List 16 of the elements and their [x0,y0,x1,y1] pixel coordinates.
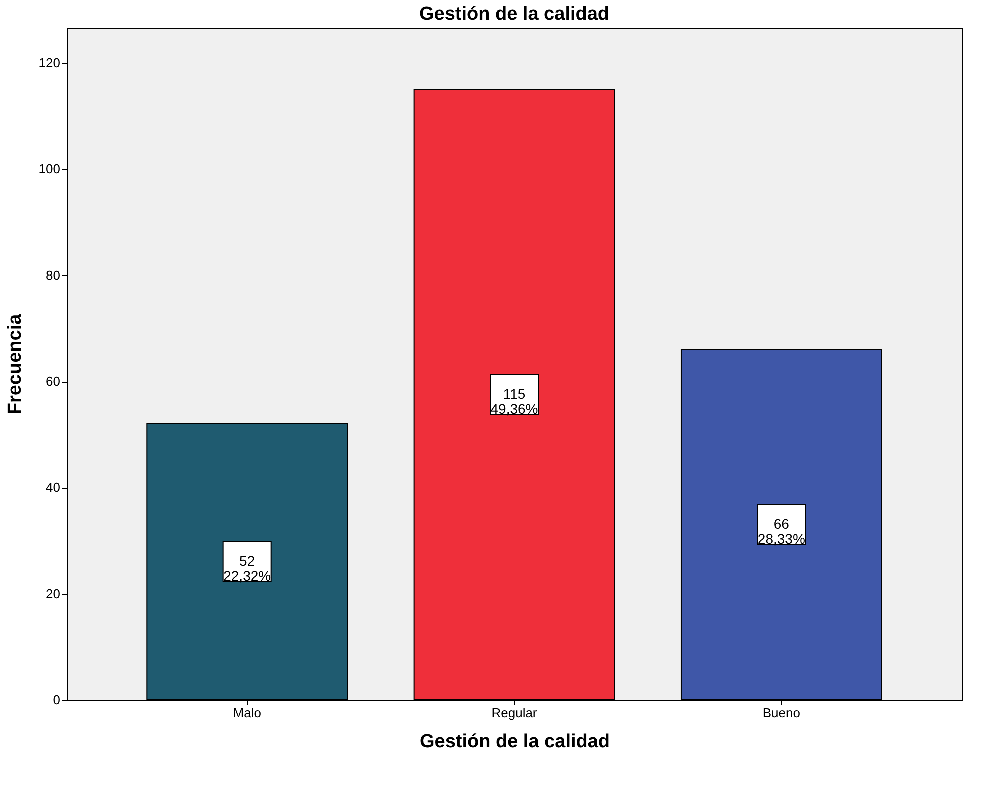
data-label: 115 49,36% [490,386,538,417]
data-label: 52 22,32% [224,552,272,584]
y-tick-label: 0 [53,692,60,708]
chart-title: Gestión de la calidad [419,4,610,25]
y-tick-label: 40 [46,480,60,496]
x-tick-label: Regular [492,706,538,720]
y-tick-label: 20 [46,586,60,602]
y-tick-label: 60 [46,374,60,390]
data-label: 66 28,33% [758,516,806,547]
y-tick-label: 100 [38,162,60,177]
x-tick-label: Malo [233,706,262,720]
y-tick-label: 120 [38,56,60,71]
y-tick-label: 80 [46,268,60,283]
x-tick-label: Bueno [762,706,800,720]
y-axis-title: Frecuencia [4,314,26,415]
x-axis-title: Gestión de la calidad [420,732,610,752]
